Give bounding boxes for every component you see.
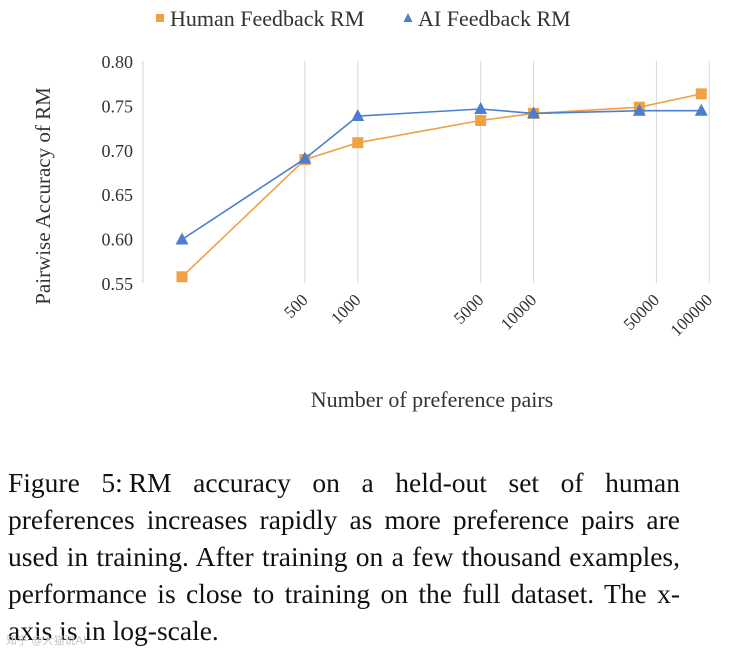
ai-feedback-point xyxy=(298,151,312,164)
chart-legend: Human Feedback RM AI Feedback RM xyxy=(156,6,571,31)
human-feedback-line xyxy=(181,93,702,278)
ai-feedback-legend-marker xyxy=(403,13,413,22)
figure-caption: Figure 5: RM accuracy on a held-out set o… xyxy=(8,464,680,649)
ai-feedback-line xyxy=(181,108,702,241)
x-tick-label: 500 xyxy=(280,290,311,321)
human-feedback-legend-label: Human Feedback RM xyxy=(170,6,364,31)
ai-feedback-point xyxy=(351,109,365,122)
y-axis: 0.55 0.60 0.65 0.70 0.75 0.80 xyxy=(102,52,144,294)
caption-text: RM accuracy on a held-out set of human p… xyxy=(8,467,680,646)
x-axis: 500 1000 5000 10000 50000 100000 xyxy=(280,290,716,339)
human-feedback-point xyxy=(695,88,707,100)
human-feedback-legend-marker xyxy=(156,14,164,22)
ai-feedback-legend-label: AI Feedback RM xyxy=(418,6,571,31)
y-axis-label: Pairwise Accuracy of RM xyxy=(31,87,55,305)
data-series xyxy=(175,88,708,283)
vertical-gridlines xyxy=(304,61,710,283)
y-tick-label: 0.55 xyxy=(102,274,134,294)
y-tick-label: 0.80 xyxy=(102,52,134,72)
x-tick-label: 1000 xyxy=(327,290,364,327)
x-tick-label: 100000 xyxy=(667,290,716,339)
ai-feedback-point xyxy=(694,103,708,116)
x-axis-label: Number of preference pairs xyxy=(311,387,553,412)
x-tick-label: 10000 xyxy=(497,290,540,333)
y-tick-label: 0.75 xyxy=(102,96,134,116)
x-tick-label: 50000 xyxy=(620,290,663,333)
y-tick-label: 0.60 xyxy=(102,230,134,250)
y-tick-label: 0.65 xyxy=(102,185,134,205)
human-feedback-point xyxy=(176,271,188,283)
watermark: 知乎 @大猫说AI xyxy=(6,634,87,647)
ai-feedback-point xyxy=(175,232,189,245)
ai-feedback-point xyxy=(527,106,541,119)
accuracy-line-chart: Human Feedback RM AI Feedback RM 0.55 0.60… xyxy=(31,6,716,412)
human-feedback-point xyxy=(475,114,487,126)
ai-feedback-point xyxy=(632,103,646,116)
figure-label: Figure 5: xyxy=(8,467,123,498)
x-tick-label: 5000 xyxy=(450,290,487,327)
human-feedback-point xyxy=(352,137,364,149)
y-tick-label: 0.70 xyxy=(102,141,134,161)
ai-feedback-point xyxy=(474,101,488,114)
